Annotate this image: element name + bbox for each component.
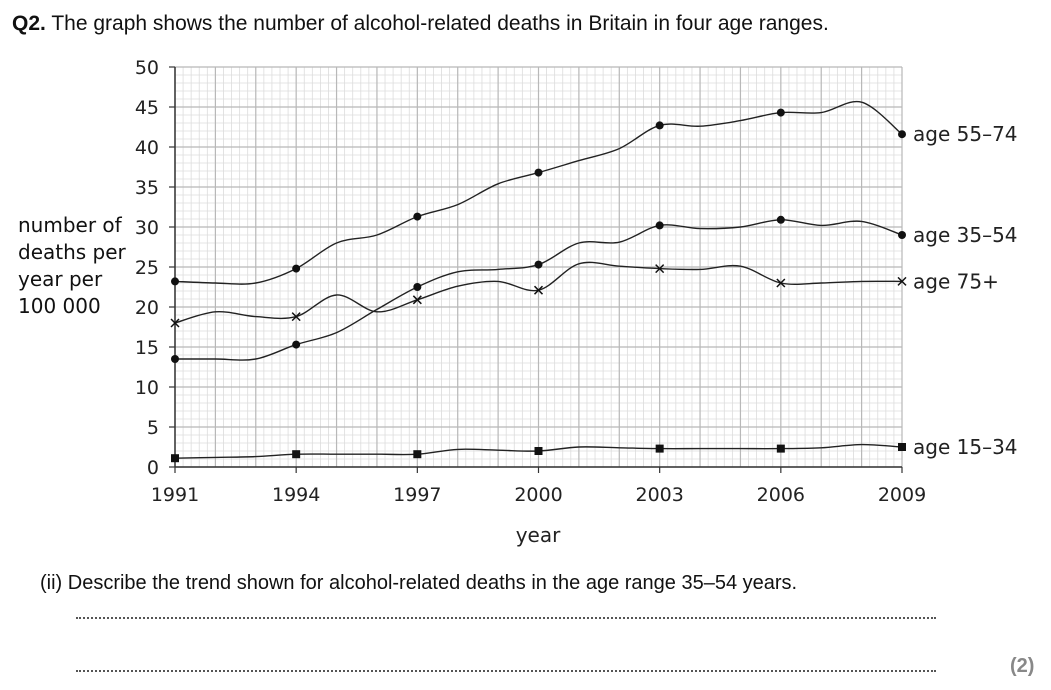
data-point-cross	[533, 285, 544, 295]
data-point-dot	[534, 168, 543, 177]
data-point-dot	[655, 121, 664, 130]
cross-stroke	[533, 285, 544, 295]
data-point-cross	[655, 264, 665, 274]
series-age-55-74	[171, 100, 906, 286]
x-tick-label: 2009	[878, 484, 926, 506]
x-tick-label: 1997	[393, 484, 441, 506]
series-label: age 55–74	[913, 122, 1018, 146]
y-axis-label-line: year per	[18, 267, 103, 291]
x-tick-label: 1994	[272, 484, 320, 506]
data-point-dot	[776, 215, 785, 224]
data-point-dot	[776, 108, 785, 117]
data-point-cross	[170, 318, 180, 328]
data-point-dot	[413, 283, 422, 291]
data-point-dot	[292, 264, 301, 273]
y-tick-label: 35	[135, 177, 159, 199]
data-point-cross	[412, 295, 422, 305]
data-point-dot	[171, 355, 179, 363]
x-tick-label: 1991	[151, 484, 199, 506]
data-point-square	[776, 444, 785, 453]
series-age-75-	[170, 261, 907, 328]
series-age-35-54	[171, 215, 906, 363]
y-tick-label: 5	[147, 417, 159, 439]
series-label: age 35–54	[913, 223, 1018, 247]
y-tick-label: 25	[135, 257, 159, 279]
data-point-square	[171, 454, 179, 463]
y-axis-label: number of deaths per year per 100 000	[18, 212, 126, 320]
y-tick-label: 30	[135, 217, 159, 239]
y-tick-label: 50	[135, 57, 159, 79]
x-tick-label: 2006	[757, 484, 805, 506]
cross-stroke	[897, 276, 907, 286]
y-tick-label: 0	[147, 457, 159, 479]
series-group	[170, 100, 907, 463]
data-point-square	[534, 447, 543, 455]
y-axis-label-line: deaths per	[18, 240, 126, 264]
marks-badge: (2)	[1010, 655, 1035, 677]
series-labels: age 55–74 age 35–54 age 75+ age 15–34	[913, 122, 1018, 459]
data-point-dot	[292, 340, 301, 349]
tick-labels: 0 5 10 15 20 25 30 35 40 45 50 1991 1994 1997 2000 2003…	[135, 57, 926, 506]
y-tick-label: 20	[135, 297, 159, 319]
y-axis-label-line: number of	[18, 213, 122, 237]
line-chart: 0 5 10 15 20 25 30 35 40 45 50 1991 1994 1997 2000 2003…	[135, 57, 1018, 547]
x-axis-label: year	[516, 523, 561, 547]
x-tick-label: 2003	[635, 484, 683, 506]
cross-stroke	[776, 278, 786, 288]
data-point-square	[413, 450, 422, 459]
answer-line-1[interactable]	[76, 617, 936, 619]
y-axis-label-line: 100 000	[18, 294, 101, 318]
data-point-cross	[897, 276, 907, 286]
data-point-square	[655, 444, 664, 453]
data-point-dot	[413, 212, 422, 221]
data-point-dot	[171, 277, 179, 286]
data-point-dot	[898, 231, 906, 239]
major-grid	[174, 66, 903, 468]
cross-stroke	[291, 312, 301, 322]
series-label: age 15–34	[913, 435, 1018, 459]
answer-line-2[interactable]	[76, 670, 936, 672]
data-point-cross	[776, 278, 786, 288]
series-label: age 75+	[913, 269, 999, 293]
question-text: The graph shows the number of alcohol-re…	[51, 12, 829, 35]
cross-stroke	[412, 295, 422, 305]
series-age-15-34	[171, 443, 906, 463]
cross-stroke	[655, 264, 665, 274]
axes	[169, 66, 903, 473]
x-tick-label: 2000	[514, 484, 562, 506]
data-point-dot	[898, 130, 906, 139]
y-tick-label: 15	[135, 337, 159, 359]
y-tick-label: 10	[135, 377, 159, 399]
cross-stroke	[170, 318, 180, 328]
y-tick-label: 45	[135, 97, 159, 119]
data-point-cross	[291, 312, 301, 322]
data-point-dot	[655, 221, 664, 230]
data-point-square	[898, 443, 906, 451]
question-number: Q2.	[12, 12, 46, 35]
data-point-square	[292, 450, 301, 459]
question-title: Q2. The graph shows the number of alcoho…	[12, 12, 829, 36]
subquestion-text: (ii) Describe the trend shown for alcoho…	[40, 572, 798, 594]
y-tick-label: 40	[135, 137, 159, 159]
data-point-dot	[534, 260, 543, 269]
